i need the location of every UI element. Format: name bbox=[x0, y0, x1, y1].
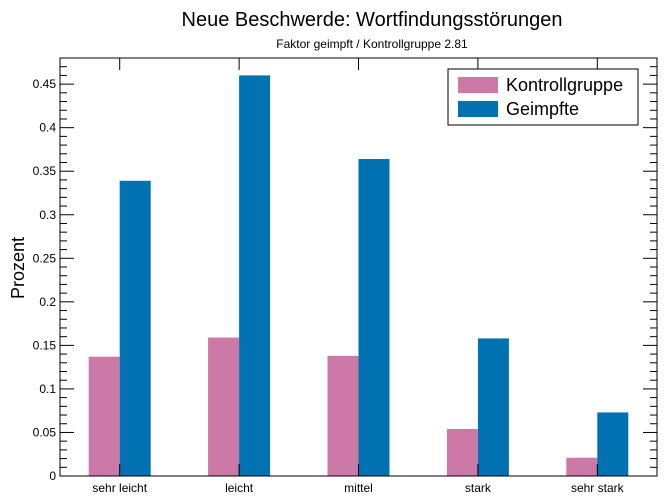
y-tick-label: 0.2 bbox=[39, 295, 56, 309]
bar-geimpfte-mittel bbox=[358, 159, 390, 476]
y-tick-label: 0.05 bbox=[33, 425, 57, 439]
y-tick-label: 0.35 bbox=[33, 164, 57, 178]
axes-layer: 0 0.05 0.1 0.15 0.2 0.25 0.3 0.35 0.4 0.45 sehr le… bbox=[33, 57, 658, 495]
y-tick-label: 0 bbox=[49, 469, 56, 483]
bar-geimpfte-stark bbox=[477, 338, 509, 476]
y-axis-label: Prozent bbox=[8, 237, 28, 299]
y-tick-label: 0.15 bbox=[33, 338, 57, 352]
chart-title: Neue Beschwerde: Wortfindungsstörungen bbox=[182, 9, 563, 31]
y-tick-label: 0.25 bbox=[33, 251, 57, 265]
legend-swatch-geimpfte bbox=[458, 101, 498, 117]
bar-kontrollgruppe-sehr-leicht bbox=[88, 356, 120, 476]
legend-swatch-kontrollgruppe bbox=[458, 77, 498, 93]
legend: Kontrollgruppe Geimpfte bbox=[447, 68, 639, 126]
bar-geimpfte-sehr-stark bbox=[597, 412, 629, 476]
bar-kontrollgruppe-leicht bbox=[208, 337, 240, 476]
y-tick-label: 0.3 bbox=[39, 208, 56, 222]
x-tick-label-leicht: leicht bbox=[225, 481, 254, 495]
legend-label-kontrollgruppe: Kontrollgruppe bbox=[506, 75, 623, 95]
bar-geimpfte-sehr-leicht bbox=[119, 180, 151, 476]
bar-kontrollgruppe-sehr-stark bbox=[566, 457, 598, 476]
bars-layer bbox=[88, 75, 629, 477]
bar-kontrollgruppe-stark bbox=[446, 428, 478, 476]
bar-kontrollgruppe-mittel bbox=[327, 355, 359, 476]
chart-subtitle: Faktor geimpft / Kontrollgruppe 2.81 bbox=[276, 37, 468, 51]
y-tick-label: 0.1 bbox=[39, 382, 56, 396]
y-tick-label: 0.4 bbox=[39, 121, 56, 135]
x-tick-label-mittel: mittel bbox=[344, 481, 373, 495]
x-tick-label-sehr-leicht: sehr leicht bbox=[92, 481, 147, 495]
legend-label-geimpfte: Geimpfte bbox=[506, 99, 579, 119]
bar-geimpfte-leicht bbox=[239, 75, 271, 477]
y-tick-label: 0.45 bbox=[33, 77, 57, 91]
x-tick-label-sehr-stark: sehr stark bbox=[571, 481, 625, 495]
x-tick-label-stark: stark bbox=[465, 481, 492, 495]
